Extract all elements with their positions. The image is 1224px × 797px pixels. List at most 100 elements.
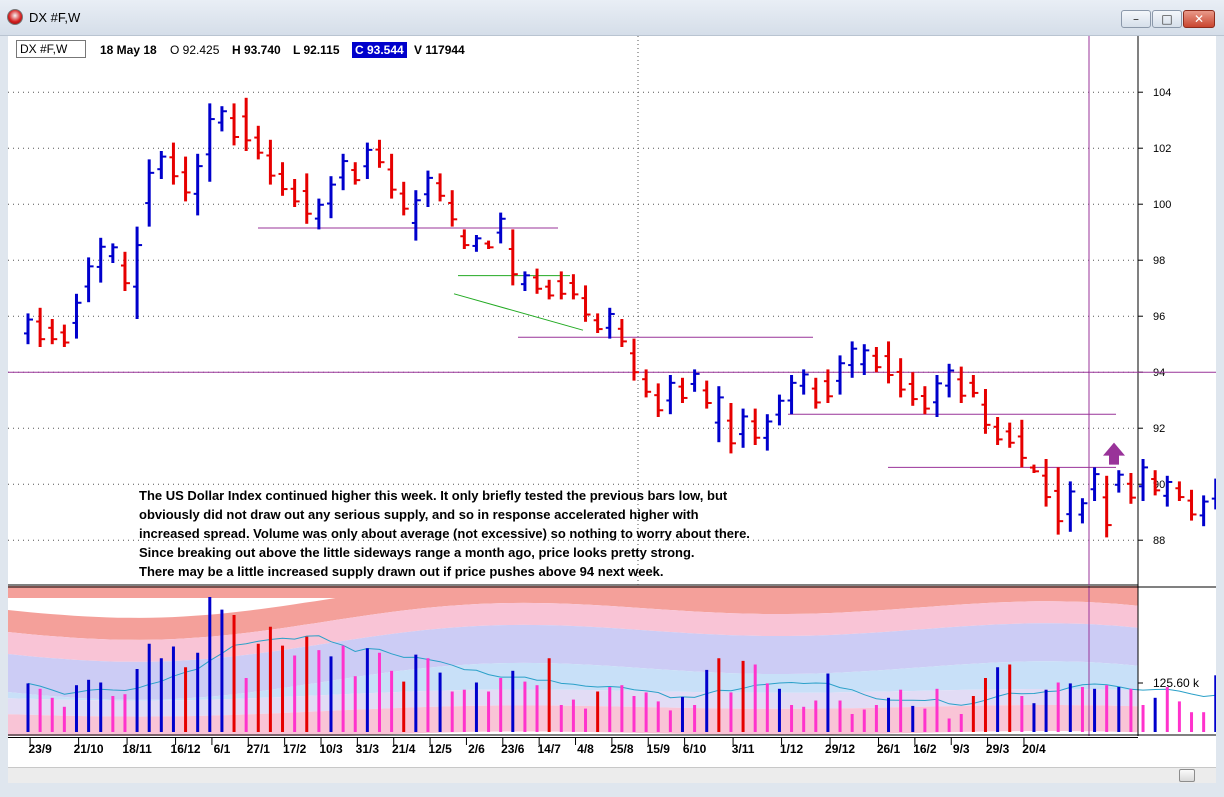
ohlc-bar[interactable] bbox=[726, 403, 736, 454]
ohlc-bar[interactable] bbox=[1078, 498, 1088, 524]
ohlc-bar[interactable] bbox=[799, 369, 809, 395]
ohlc-bar[interactable] bbox=[339, 153, 349, 191]
minimize-button[interactable]: – bbox=[1121, 10, 1151, 28]
ohlc-bar[interactable] bbox=[314, 198, 324, 230]
ohlc-bar[interactable] bbox=[363, 142, 373, 179]
ohlc-bar[interactable] bbox=[848, 341, 858, 378]
ohlc-bar[interactable] bbox=[24, 313, 33, 345]
ohlc-bar[interactable] bbox=[157, 151, 167, 179]
ohlc-bar[interactable] bbox=[702, 380, 712, 409]
ohlc-bar[interactable] bbox=[290, 179, 300, 207]
ohlc-bar[interactable] bbox=[496, 212, 506, 244]
ohlc-bar[interactable] bbox=[520, 271, 530, 291]
ohlc-bar[interactable] bbox=[448, 190, 458, 227]
ohlc-bar[interactable] bbox=[545, 279, 555, 300]
ohlc-bar[interactable] bbox=[1066, 481, 1076, 532]
ohlc-bar[interactable] bbox=[751, 408, 761, 445]
ohlc-bar[interactable] bbox=[533, 268, 543, 294]
ohlc-bar[interactable] bbox=[630, 338, 639, 381]
ohlc-bar[interactable] bbox=[763, 414, 773, 451]
ohlc-bar[interactable] bbox=[266, 139, 276, 185]
ohlc-bar[interactable] bbox=[860, 344, 870, 375]
ohlc-bar[interactable] bbox=[181, 156, 191, 202]
ohlc-bar[interactable] bbox=[787, 375, 797, 415]
ohlc-bar[interactable] bbox=[205, 103, 215, 182]
ohlc-bar[interactable] bbox=[920, 386, 930, 415]
ohlc-bar[interactable] bbox=[411, 190, 421, 241]
ohlc-bar[interactable] bbox=[278, 162, 288, 196]
ohlc-bar[interactable] bbox=[230, 103, 240, 146]
ohlc-bar[interactable] bbox=[884, 341, 894, 384]
ohlc-bar[interactable] bbox=[666, 375, 676, 415]
ohlc-bar[interactable] bbox=[739, 408, 749, 448]
ohlc-bar[interactable] bbox=[96, 237, 106, 283]
ohlc-bar[interactable] bbox=[1054, 467, 1064, 535]
ohlc-bar[interactable] bbox=[1042, 459, 1052, 507]
ohlc-bar[interactable] bbox=[108, 243, 118, 263]
ohlc-bar[interactable] bbox=[217, 106, 227, 132]
ohlc-bar[interactable] bbox=[508, 229, 518, 286]
ohlc-bar[interactable] bbox=[581, 285, 591, 322]
ohlc-bar[interactable] bbox=[1017, 419, 1027, 468]
ohlc-bar[interactable] bbox=[823, 369, 833, 403]
ohlc-bar[interactable] bbox=[1029, 464, 1039, 473]
ohlc-bar[interactable] bbox=[945, 363, 955, 398]
ohlc-bar[interactable] bbox=[896, 358, 906, 398]
ohlc-bar[interactable] bbox=[48, 319, 58, 345]
ohlc-bar[interactable] bbox=[872, 347, 882, 373]
ohlc-bar[interactable] bbox=[593, 313, 603, 333]
ohlc-bar[interactable] bbox=[1102, 475, 1112, 538]
ohlc-bar[interactable] bbox=[169, 142, 179, 185]
ohlc-bar[interactable] bbox=[36, 307, 46, 347]
ohlc-bar[interactable] bbox=[145, 159, 155, 227]
ohlc-bar[interactable] bbox=[460, 229, 470, 249]
ohlc-bar[interactable] bbox=[1090, 467, 1100, 501]
ohlc-bar[interactable] bbox=[193, 153, 203, 216]
ohlc-bar[interactable] bbox=[690, 369, 700, 392]
ohlc-bar[interactable] bbox=[678, 377, 688, 403]
ohlc-bar[interactable] bbox=[1187, 489, 1197, 521]
ohlc-bar[interactable] bbox=[1163, 475, 1173, 507]
ohlc-bar[interactable] bbox=[811, 377, 821, 409]
ohlc-bar[interactable] bbox=[617, 319, 627, 347]
ohlc-bar[interactable] bbox=[605, 307, 615, 339]
ohlc-bar[interactable] bbox=[387, 153, 397, 199]
ohlc-bar[interactable] bbox=[327, 176, 336, 219]
ohlc-bar[interactable] bbox=[557, 271, 567, 300]
ohlc-bar[interactable] bbox=[1211, 478, 1216, 510]
ohlc-bar[interactable] bbox=[1139, 459, 1149, 501]
symbol-field[interactable]: DX #F,W bbox=[16, 40, 86, 58]
ohlc-bar[interactable] bbox=[993, 417, 1003, 445]
horizontal-scrollbar[interactable] bbox=[8, 767, 1216, 783]
ohlc-bar[interactable] bbox=[72, 293, 82, 339]
ohlc-bar[interactable] bbox=[642, 369, 652, 398]
ohlc-bar[interactable] bbox=[654, 383, 664, 417]
ohlc-bar[interactable] bbox=[569, 274, 579, 300]
ohlc-bar[interactable] bbox=[933, 375, 942, 417]
app-logo-icon[interactable] bbox=[7, 9, 23, 25]
ohlc-bar[interactable] bbox=[423, 170, 433, 207]
ohlc-bar[interactable] bbox=[836, 355, 846, 395]
ohlc-bar[interactable] bbox=[714, 386, 724, 443]
ohlc-bar[interactable] bbox=[242, 97, 252, 151]
ohlc-bar[interactable] bbox=[1175, 481, 1185, 501]
close-button[interactable]: ✕ bbox=[1183, 10, 1215, 28]
maximize-button[interactable]: □ bbox=[1152, 10, 1182, 28]
ohlc-bar[interactable] bbox=[120, 251, 130, 291]
ohlc-bar[interactable] bbox=[969, 375, 979, 398]
ohlc-bar[interactable] bbox=[399, 181, 409, 216]
ohlc-bar[interactable] bbox=[1126, 473, 1136, 504]
ohlc-bar[interactable] bbox=[472, 235, 482, 252]
ohlc-bar[interactable] bbox=[254, 125, 264, 160]
ohlc-bar[interactable] bbox=[484, 240, 494, 249]
ohlc-bar[interactable] bbox=[775, 394, 785, 426]
ohlc-bar[interactable] bbox=[1114, 470, 1124, 493]
ohlc-bar[interactable] bbox=[908, 372, 918, 406]
scrollbar-thumb[interactable] bbox=[1179, 769, 1195, 782]
ohlc-bar[interactable] bbox=[1199, 495, 1209, 527]
ohlc-bar[interactable] bbox=[1005, 422, 1015, 448]
ohlc-bar[interactable] bbox=[351, 162, 361, 185]
ohlc-bar[interactable] bbox=[436, 173, 446, 202]
volume-chart[interactable]: 125.60 k bbox=[8, 586, 1216, 736]
